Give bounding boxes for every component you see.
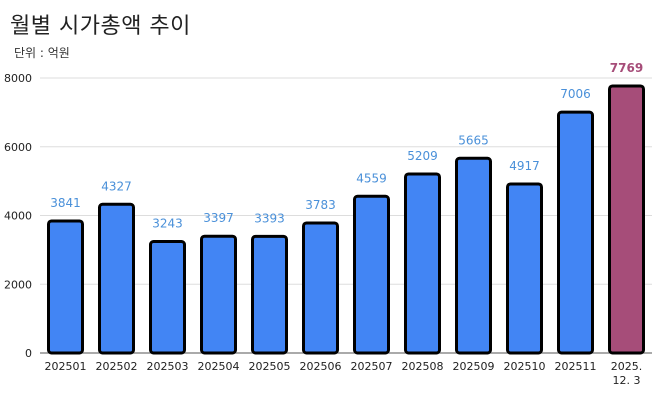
bar xyxy=(149,240,186,355)
data-label: 7006 xyxy=(560,87,591,101)
bar xyxy=(302,221,339,355)
y-tick-label: 8000 xyxy=(4,72,32,85)
x-tick-label: 202508 xyxy=(402,360,444,373)
y-tick-label: 0 xyxy=(25,347,32,360)
x-tick-label: 202506 xyxy=(300,360,342,373)
x-tick-label: 202502 xyxy=(96,360,138,373)
data-label: 5209 xyxy=(407,149,438,163)
y-tick-label: 4000 xyxy=(4,210,32,223)
bar xyxy=(404,172,441,355)
data-label: 4327 xyxy=(101,179,132,193)
data-label: 3243 xyxy=(152,217,183,231)
x-tick-line: 202504 xyxy=(198,360,240,373)
bar xyxy=(506,182,543,355)
bar xyxy=(47,219,84,355)
x-tick-label: 202501 xyxy=(45,360,87,373)
y-tick-label: 2000 xyxy=(4,278,32,291)
x-tick-line: 202506 xyxy=(300,360,342,373)
x-tick-label: 202509 xyxy=(453,360,495,373)
data-label: 3783 xyxy=(305,198,336,212)
x-tick-label: 202505 xyxy=(249,360,291,373)
x-tick-line: 202508 xyxy=(402,360,444,373)
y-tick-label: 6000 xyxy=(4,141,32,154)
bar xyxy=(455,156,492,355)
data-label: 4559 xyxy=(356,171,387,185)
x-tick-line: 202503 xyxy=(147,360,189,373)
x-tick-label: 202504 xyxy=(198,360,240,373)
x-tick-line: 202509 xyxy=(453,360,495,373)
x-tick-line: 202505 xyxy=(249,360,291,373)
data-label: 4917 xyxy=(509,159,540,173)
bar xyxy=(557,110,594,355)
data-label: 7769 xyxy=(610,61,643,75)
x-tick-label: 2025. 12. 3 xyxy=(611,360,643,387)
data-label: 3397 xyxy=(203,211,234,225)
x-tick-label: 202511 xyxy=(555,360,597,373)
data-label: 3841 xyxy=(50,196,81,210)
x-tick-line: 202511 xyxy=(555,360,597,373)
data-label: 5665 xyxy=(458,133,489,147)
bar xyxy=(251,234,288,355)
x-tick-label: 202510 xyxy=(504,360,546,373)
x-tick-line: 2025. xyxy=(611,360,643,373)
chart-title: 월별 시가총액 추이 xyxy=(10,14,191,39)
x-tick-label: 202503 xyxy=(147,360,189,373)
bar xyxy=(98,202,135,355)
x-tick-line: 202502 xyxy=(96,360,138,373)
x-tick-label: 202507 xyxy=(351,360,393,373)
x-tick-line: 202510 xyxy=(504,360,546,373)
data-label: 3393 xyxy=(254,211,285,225)
x-tick-line: 202507 xyxy=(351,360,393,373)
x-tick-line: 12. 3 xyxy=(613,374,641,387)
x-tick-line: 202501 xyxy=(45,360,87,373)
bar xyxy=(608,84,645,355)
chart-subtitle: 단위 : 억원 xyxy=(14,46,70,60)
bar xyxy=(353,194,390,355)
bar xyxy=(200,234,237,355)
